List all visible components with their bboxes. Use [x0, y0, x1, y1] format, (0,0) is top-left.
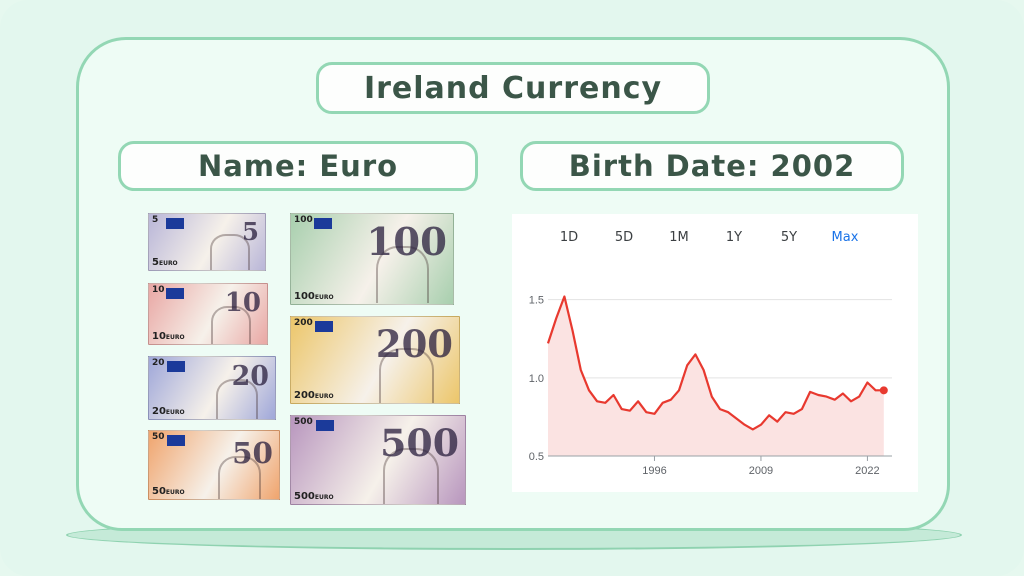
banknote-value-text: 50 — [152, 486, 166, 497]
eu-flag-icon — [313, 218, 332, 229]
arch-motif — [217, 455, 262, 499]
banknote-200: 200 200 200EURO — [290, 316, 460, 404]
tab-1d[interactable]: 1D — [559, 230, 579, 245]
tab-1m[interactable]: 1M — [669, 230, 689, 245]
banknote-bottom-label: 500EURO — [294, 491, 334, 502]
banknote-corner-value: 200 — [294, 318, 313, 328]
euro-word: EURO — [314, 393, 334, 400]
euro-word: EURO — [165, 409, 185, 416]
banknote-bottom-label: 10EURO — [152, 331, 185, 342]
y-tick-label: 0.5 — [529, 451, 544, 463]
x-tick-label: 2022 — [855, 465, 879, 477]
arch-motif — [215, 379, 258, 419]
banknote-bottom-label: 20EURO — [152, 406, 185, 417]
banknote-corner-value: 50 — [152, 432, 165, 442]
birth-date-label: Birth Date: 2002 — [520, 141, 904, 191]
banknote-corner-value: 500 — [294, 417, 313, 427]
euro-word: EURO — [165, 334, 185, 341]
banknote-value-text: 20 — [152, 406, 166, 417]
time-range-tabs: 1D 5D 1M 1Y 5Y Max — [512, 230, 918, 250]
euro-word: EURO — [314, 494, 334, 501]
banknote-corner-value: 10 — [152, 285, 165, 295]
eu-flag-icon — [167, 435, 186, 446]
banknote-10: 10 10 10EURO — [148, 283, 268, 345]
x-tick-label: 1996 — [642, 465, 666, 477]
arch-motif — [210, 234, 250, 270]
euro-word: EURO — [158, 260, 178, 267]
arch-motif — [376, 246, 430, 304]
banknote-large-value: 200 — [375, 322, 453, 367]
banknote-500: 500 500 500EURO — [290, 415, 466, 505]
arch-motif — [379, 347, 435, 403]
arch-motif — [211, 305, 252, 344]
eu-flag-icon — [314, 321, 333, 332]
eu-flag-icon — [165, 218, 184, 229]
banknote-collage: 5 5 5EURO 10 10 10EURO 20 20 20EURO 50 50 50EURO… — [144, 210, 474, 510]
tab-1y[interactable]: 1Y — [725, 230, 743, 245]
y-tick-label: 1.5 — [529, 295, 544, 307]
arch-motif — [382, 447, 440, 504]
euro-word: EURO — [165, 489, 185, 496]
banknote-100: 100 100 100EURO — [290, 213, 454, 305]
line-chart-plot: 0.5 1.0 1.5 1996 2009 2022 — [529, 295, 892, 477]
banknote-20: 20 20 20EURO — [148, 356, 276, 420]
tab-5d[interactable]: 5D — [614, 230, 634, 245]
series-line — [546, 295, 884, 431]
currency-name-label: Name: Euro — [118, 141, 478, 191]
banknote-corner-value: 20 — [152, 358, 165, 368]
euro-word: EURO — [314, 294, 334, 301]
tab-5y[interactable]: 5Y — [780, 230, 798, 245]
banknote-large-value: 50 — [232, 435, 273, 471]
series-area — [548, 296, 884, 456]
banknote-bottom-label: 100EURO — [294, 291, 334, 302]
banknote-large-value: 20 — [231, 360, 269, 392]
banknote-bottom-label: 50EURO — [152, 486, 185, 497]
page-title: Ireland Currency — [316, 62, 710, 114]
tab-max[interactable]: Max — [831, 230, 859, 245]
banknote-large-value: 500 — [380, 421, 459, 466]
eu-flag-icon — [165, 288, 184, 299]
exchange-rate-chart: 1D 5D 1M 1Y 5Y Max 0.5 1.0 1.5 1996 2009 2022 — [512, 214, 918, 492]
banknote-value-text: 500 — [294, 491, 315, 502]
banknote-large-value: 100 — [366, 219, 447, 265]
banknote-bottom-label: 200EURO — [294, 390, 334, 401]
banknote-large-value: 5 — [242, 217, 259, 247]
banknote-value-text: 100 — [294, 291, 315, 302]
banknote-value-text: 5 — [152, 257, 159, 268]
eu-flag-icon — [315, 420, 334, 431]
x-tick-label: 2009 — [749, 465, 773, 477]
banknote-5: 5 5 5EURO — [148, 213, 266, 271]
banknote-50: 50 50 50EURO — [148, 430, 280, 500]
banknote-bottom-label: 5EURO — [152, 257, 178, 268]
y-tick-label: 1.0 — [529, 373, 544, 385]
banknote-value-text: 10 — [152, 331, 166, 342]
last-point-marker — [879, 386, 888, 395]
banknote-large-value: 10 — [224, 287, 261, 318]
banknote-value-text: 200 — [294, 390, 315, 401]
banknote-corner-value: 5 — [152, 215, 159, 225]
eu-flag-icon — [166, 361, 185, 372]
banknote-corner-value: 100 — [294, 215, 313, 225]
